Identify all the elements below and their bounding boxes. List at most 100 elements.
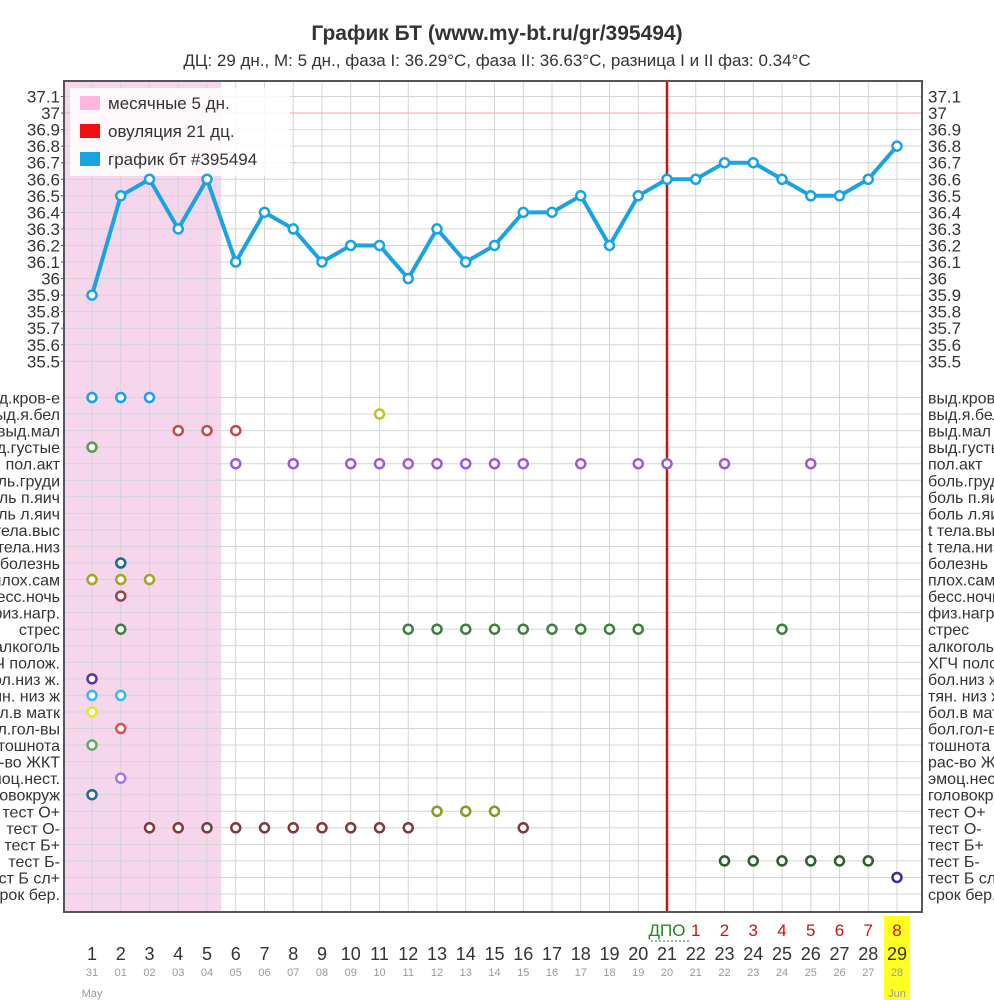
date-label: 07	[287, 967, 299, 979]
symptom-label-right: головокруж	[928, 788, 994, 805]
temp-tick-right: 35.9	[928, 286, 961, 305]
symptom-mark	[345, 822, 357, 834]
temp-tick-left: 36.4	[27, 203, 60, 222]
date-label: 17	[575, 967, 587, 979]
symptom-label-right: тест О-	[928, 821, 982, 838]
symptom-label-right: тест Б-	[928, 854, 980, 871]
temp-tick-left: 35.5	[27, 352, 60, 371]
symptom-label-left: боль.груди	[0, 473, 60, 490]
cycle-day-label: 29	[887, 944, 907, 964]
symptom-mark	[230, 822, 242, 834]
temp-tick-right: 36.6	[928, 170, 961, 189]
symptom-mark	[718, 457, 731, 470]
symptom-mark	[632, 623, 644, 635]
date-label: 11	[403, 967, 414, 979]
symptom-mark	[287, 822, 299, 834]
symptom-label-left: тест Б сл+	[0, 870, 60, 887]
date-label: 04	[201, 967, 213, 979]
dpo-value: 1	[691, 921, 700, 940]
symptom-label-right: t тела.выс	[928, 523, 994, 540]
symptom-mark	[575, 623, 587, 635]
date-label: 31	[86, 967, 98, 979]
symptom-mark	[488, 623, 501, 635]
symptom-mark	[891, 871, 903, 884]
symptom-mark	[115, 590, 127, 602]
temp-tick-left: 35.6	[27, 336, 60, 355]
temperature-point	[747, 156, 759, 169]
date-label: 13	[460, 967, 472, 979]
symptom-label-right: бол.в матк	[928, 705, 994, 722]
date-label: 12	[431, 967, 443, 979]
temp-tick-left: 37	[41, 104, 60, 123]
temp-tick-right: 36.7	[928, 154, 961, 173]
cycle-day-label: 1	[87, 944, 97, 964]
temperature-point	[805, 190, 817, 202]
temp-tick-left: 35.9	[27, 286, 60, 305]
symptom-mark	[517, 457, 529, 470]
temperature-point	[488, 239, 501, 252]
today-highlight	[884, 916, 910, 1000]
cycle-day-label: 4	[173, 944, 183, 964]
date-label: 08	[316, 967, 328, 979]
symptom-mark	[862, 855, 874, 867]
legend-label: график бт #395494	[108, 150, 257, 169]
month-label: May	[82, 988, 103, 1000]
temperature-point	[115, 190, 127, 202]
symptom-label-right: боль л.яич	[928, 506, 994, 523]
temp-tick-left: 36	[41, 270, 60, 289]
symptom-mark	[603, 623, 616, 635]
temperature-point	[86, 289, 98, 301]
symptom-label-left: бол.в матк	[0, 705, 61, 722]
symptom-mark	[230, 424, 242, 437]
symptom-mark	[143, 391, 156, 404]
symptom-mark	[201, 424, 213, 437]
temperature-point	[460, 256, 472, 268]
date-label: 22	[718, 967, 730, 979]
temp-tick-left: 36.6	[27, 170, 60, 189]
dpo-value: 2	[720, 921, 729, 940]
symptom-mark	[718, 855, 731, 867]
temperature-point	[316, 256, 328, 268]
symptom-mark	[86, 573, 98, 586]
symptom-label-left: выд.густые	[0, 440, 60, 457]
temp-tick-left: 36.2	[27, 236, 60, 255]
plot-frame	[63, 80, 923, 913]
symptom-mark	[373, 457, 386, 470]
legend-swatch	[80, 152, 100, 166]
cycle-day-label: 10	[341, 944, 361, 964]
symptom-mark	[115, 772, 127, 784]
symptom-label-left: бол.низ ж.	[0, 672, 60, 689]
symptom-mark	[517, 822, 529, 834]
temp-tick-left: 36.9	[27, 121, 60, 140]
cycle-day-label: 18	[571, 944, 591, 964]
chart-title: График БТ (www.my-bt.ru/gr/395494)	[311, 22, 683, 45]
symptom-mark	[805, 457, 817, 470]
cycle-day-label: 3	[144, 944, 154, 964]
cycle-day-label: 27	[829, 944, 849, 964]
symptom-label-left: срок бер.	[0, 887, 60, 904]
legend-box	[70, 88, 290, 176]
symptom-label-right: выд.я.бел	[928, 407, 994, 424]
chart-subtitle: ДЦ: 29 дн., М: 5 дн., фаза I: 36.29°C, ф…	[183, 51, 811, 70]
symptom-label-right: тест О+	[928, 804, 986, 821]
symptom-mark	[258, 822, 271, 834]
symptom-label-left: тошнота	[0, 738, 60, 755]
date-label: 16	[546, 967, 558, 979]
date-label: 06	[258, 967, 270, 979]
symptom-mark	[86, 673, 98, 685]
date-label: 20	[661, 967, 673, 979]
temp-tick-left: 36.8	[27, 137, 60, 156]
symptom-label-left: t тела.выс	[0, 523, 60, 540]
temp-tick-left: 36.5	[27, 187, 60, 206]
temp-tick-left: 36.7	[27, 154, 60, 173]
symptom-mark	[172, 822, 184, 834]
symptom-mark	[86, 739, 98, 751]
temperature-point	[431, 223, 443, 235]
legend-label: овуляция 21 дц.	[108, 122, 235, 141]
symptom-mark	[316, 822, 328, 834]
cycle-day-label: 17	[542, 944, 562, 964]
temp-tick-right: 36.3	[928, 220, 961, 239]
temperature-point	[632, 190, 644, 202]
symptom-label-left: алкоголь	[0, 639, 60, 656]
